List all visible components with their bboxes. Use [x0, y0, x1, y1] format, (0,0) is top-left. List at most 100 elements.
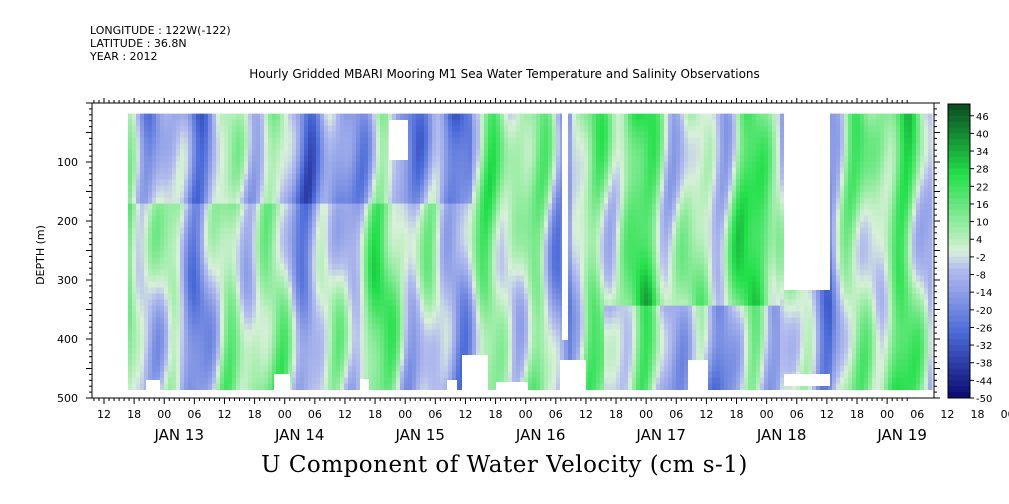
heatmap-cell [444, 305, 449, 313]
heatmap-cell [356, 341, 361, 349]
heatmap-cell [324, 353, 329, 361]
heatmap-cell [260, 245, 265, 253]
heatmap-cell [232, 329, 237, 337]
heatmap-cell [356, 263, 361, 271]
heatmap-cell [424, 257, 429, 265]
heatmap-cell [536, 251, 541, 259]
heatmap-cell [324, 203, 329, 211]
heatmap-cell [340, 227, 345, 235]
heatmap-cell [200, 269, 205, 277]
heatmap-cell [184, 299, 189, 307]
heatmap-cell [412, 353, 417, 361]
heatmap-cell [140, 179, 145, 187]
heatmap-cell [268, 347, 273, 355]
heatmap-cell [148, 221, 153, 229]
heatmap-cell [344, 155, 349, 163]
heatmap-cell [140, 119, 145, 127]
heatmap-cell [144, 125, 149, 133]
heatmap-cell [456, 125, 461, 133]
heatmap-cell [504, 179, 509, 187]
heatmap-cell [524, 251, 529, 259]
heatmap-cell [240, 257, 245, 265]
heatmap-cell [424, 137, 429, 145]
heatmap-cell [152, 215, 157, 223]
heatmap-cell [352, 113, 357, 121]
heatmap-cell [380, 257, 385, 265]
heatmap-cell [548, 317, 553, 325]
heatmap-cell [552, 149, 557, 157]
heatmap-cell [152, 155, 157, 163]
heatmap-cell [156, 113, 161, 121]
heatmap-cell [316, 119, 321, 127]
heatmap-cell [544, 125, 549, 133]
heatmap-cell [344, 143, 349, 151]
heatmap-cell [144, 185, 149, 193]
heatmap-cell [308, 347, 313, 355]
heatmap-cell [532, 335, 537, 343]
heatmap-cell [172, 197, 177, 205]
heatmap-cell [288, 215, 293, 223]
heatmap-cell [420, 137, 425, 145]
heatmap-cell [172, 263, 177, 271]
heatmap-cell [280, 197, 285, 205]
heatmap-cell [428, 239, 433, 247]
heatmap-cell [356, 149, 361, 157]
heatmap-cell [200, 257, 205, 265]
heatmap-cell [136, 365, 141, 373]
heatmap-cell [488, 173, 493, 181]
heatmap-cell [488, 245, 493, 253]
heatmap-cell [268, 155, 273, 163]
heatmap-cell [440, 239, 445, 247]
heatmap-cell [316, 131, 321, 139]
heatmap-cell [416, 239, 421, 247]
heatmap-cell [400, 245, 405, 253]
heatmap-cell [452, 131, 457, 139]
heatmap-cell [304, 209, 309, 217]
heatmap-cell [276, 335, 281, 343]
heatmap-cell [276, 197, 281, 205]
heatmap-cell [272, 233, 277, 241]
heatmap-cell [184, 125, 189, 133]
heatmap-cell [172, 215, 177, 223]
heatmap-cell [452, 173, 457, 181]
heatmap-cell [284, 125, 289, 133]
heatmap-cell [460, 203, 465, 211]
heatmap-cell [304, 329, 309, 337]
heatmap-cell [188, 239, 193, 247]
heatmap-cell [152, 167, 157, 175]
heatmap-cell [152, 227, 157, 235]
heatmap-cell [208, 269, 213, 277]
heatmap-cell [148, 365, 153, 373]
heatmap-cell [160, 305, 165, 313]
heatmap-cell [528, 215, 533, 223]
heatmap-cell [212, 137, 217, 145]
heatmap-cell [192, 275, 197, 283]
heatmap-cell [504, 353, 509, 361]
heatmap-cell [548, 305, 553, 313]
heatmap-cell [512, 257, 517, 265]
heatmap-cell [452, 365, 457, 373]
heatmap-cell [392, 383, 397, 391]
heatmap-cell [548, 191, 553, 199]
heatmap-cell [308, 311, 313, 319]
heatmap-cell [224, 281, 229, 289]
heatmap-cell [456, 233, 461, 241]
heatmap-cell [348, 347, 353, 355]
heatmap-cell [168, 179, 173, 187]
heatmap-cell [484, 341, 489, 349]
heatmap-cell [384, 209, 389, 217]
heatmap-cell [524, 137, 529, 145]
heatmap-cell [168, 221, 173, 229]
heatmap-cell [340, 365, 345, 373]
heatmap-cell [484, 227, 489, 235]
heatmap-cell [200, 227, 205, 235]
heatmap-cell [160, 335, 165, 343]
heatmap-cell [184, 203, 189, 211]
heatmap-cell [312, 263, 317, 271]
heatmap-cell [508, 245, 513, 253]
heatmap-cell [172, 119, 177, 127]
heatmap-cell [280, 359, 285, 367]
heatmap-cell [128, 323, 133, 331]
heatmap-cell [236, 251, 241, 259]
heatmap-cell [520, 263, 525, 271]
